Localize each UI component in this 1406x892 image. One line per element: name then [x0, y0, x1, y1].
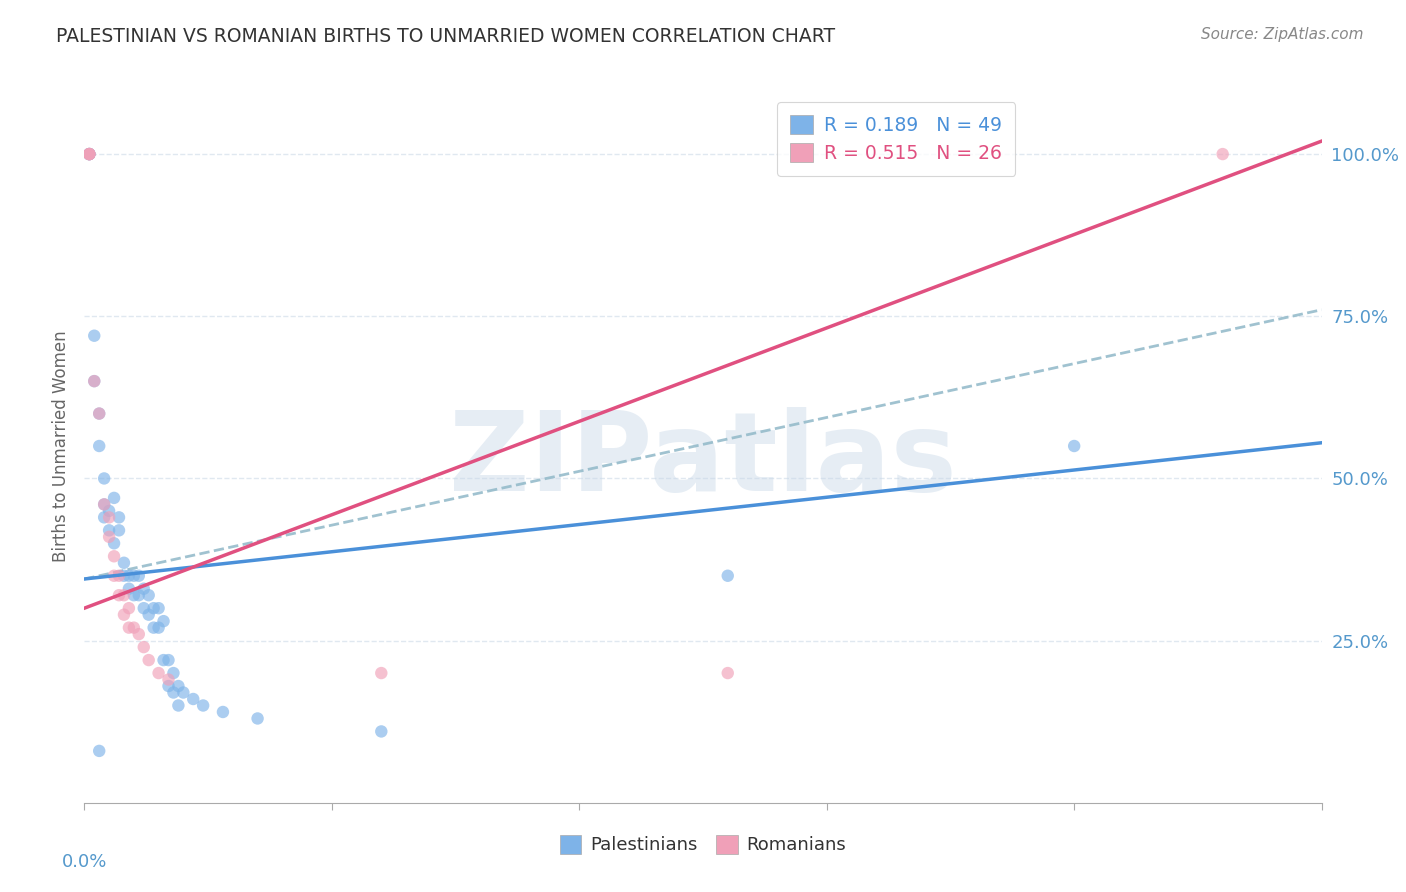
- Point: [79, 147, 101, 161]
- Point: [370, 724, 392, 739]
- Point: [191, 698, 214, 713]
- Point: [148, 666, 170, 681]
- Point: [89, 744, 111, 758]
- Point: [98, 524, 121, 538]
- Point: [83, 374, 105, 388]
- Point: [89, 407, 111, 421]
- Point: [148, 621, 170, 635]
- Point: [79, 147, 101, 161]
- Point: [162, 666, 184, 681]
- Point: [1063, 439, 1085, 453]
- Point: [118, 582, 141, 596]
- Point: [93, 497, 115, 511]
- Point: [98, 510, 121, 524]
- Point: [167, 679, 190, 693]
- Point: [717, 666, 740, 681]
- Point: [122, 588, 145, 602]
- Point: [157, 653, 180, 667]
- Point: [98, 530, 121, 544]
- Point: [79, 147, 101, 161]
- Point: [98, 504, 121, 518]
- Point: [717, 568, 740, 582]
- Point: [118, 621, 141, 635]
- Point: [103, 568, 125, 582]
- Point: [122, 621, 145, 635]
- Point: [157, 679, 180, 693]
- Point: [83, 328, 105, 343]
- Text: PALESTINIAN VS ROMANIAN BIRTHS TO UNMARRIED WOMEN CORRELATION CHART: PALESTINIAN VS ROMANIAN BIRTHS TO UNMARR…: [56, 27, 835, 45]
- Point: [138, 653, 160, 667]
- Point: [157, 673, 180, 687]
- Legend: Palestinians, Romanians: Palestinians, Romanians: [553, 828, 853, 862]
- Point: [138, 588, 160, 602]
- Point: [103, 491, 125, 505]
- Point: [152, 614, 174, 628]
- Point: [162, 685, 184, 699]
- Point: [93, 471, 115, 485]
- Text: Source: ZipAtlas.com: Source: ZipAtlas.com: [1201, 27, 1364, 42]
- Point: [118, 601, 141, 615]
- Point: [93, 510, 115, 524]
- Point: [128, 588, 150, 602]
- Point: [108, 524, 131, 538]
- Point: [370, 666, 392, 681]
- Point: [79, 147, 101, 161]
- Point: [148, 601, 170, 615]
- Point: [83, 374, 105, 388]
- Text: ZIPatlas: ZIPatlas: [449, 407, 957, 514]
- Point: [142, 621, 165, 635]
- Point: [89, 439, 111, 453]
- Point: [79, 147, 101, 161]
- Point: [246, 711, 269, 725]
- Point: [132, 601, 155, 615]
- Point: [181, 692, 204, 706]
- Point: [138, 607, 160, 622]
- Point: [132, 640, 155, 654]
- Y-axis label: Births to Unmarried Women: Births to Unmarried Women: [52, 330, 70, 562]
- Point: [112, 556, 135, 570]
- Point: [112, 607, 135, 622]
- Point: [128, 627, 150, 641]
- Point: [152, 653, 174, 667]
- Point: [103, 536, 125, 550]
- Point: [103, 549, 125, 564]
- Point: [118, 568, 141, 582]
- Point: [108, 588, 131, 602]
- Point: [112, 568, 135, 582]
- Point: [79, 147, 101, 161]
- Point: [122, 568, 145, 582]
- Text: 0.0%: 0.0%: [62, 853, 107, 871]
- Point: [93, 497, 115, 511]
- Point: [112, 588, 135, 602]
- Point: [128, 568, 150, 582]
- Point: [108, 568, 131, 582]
- Point: [1212, 147, 1234, 161]
- Point: [89, 407, 111, 421]
- Point: [108, 510, 131, 524]
- Point: [167, 698, 190, 713]
- Point: [132, 582, 155, 596]
- Point: [142, 601, 165, 615]
- Point: [172, 685, 194, 699]
- Point: [79, 147, 101, 161]
- Point: [212, 705, 235, 719]
